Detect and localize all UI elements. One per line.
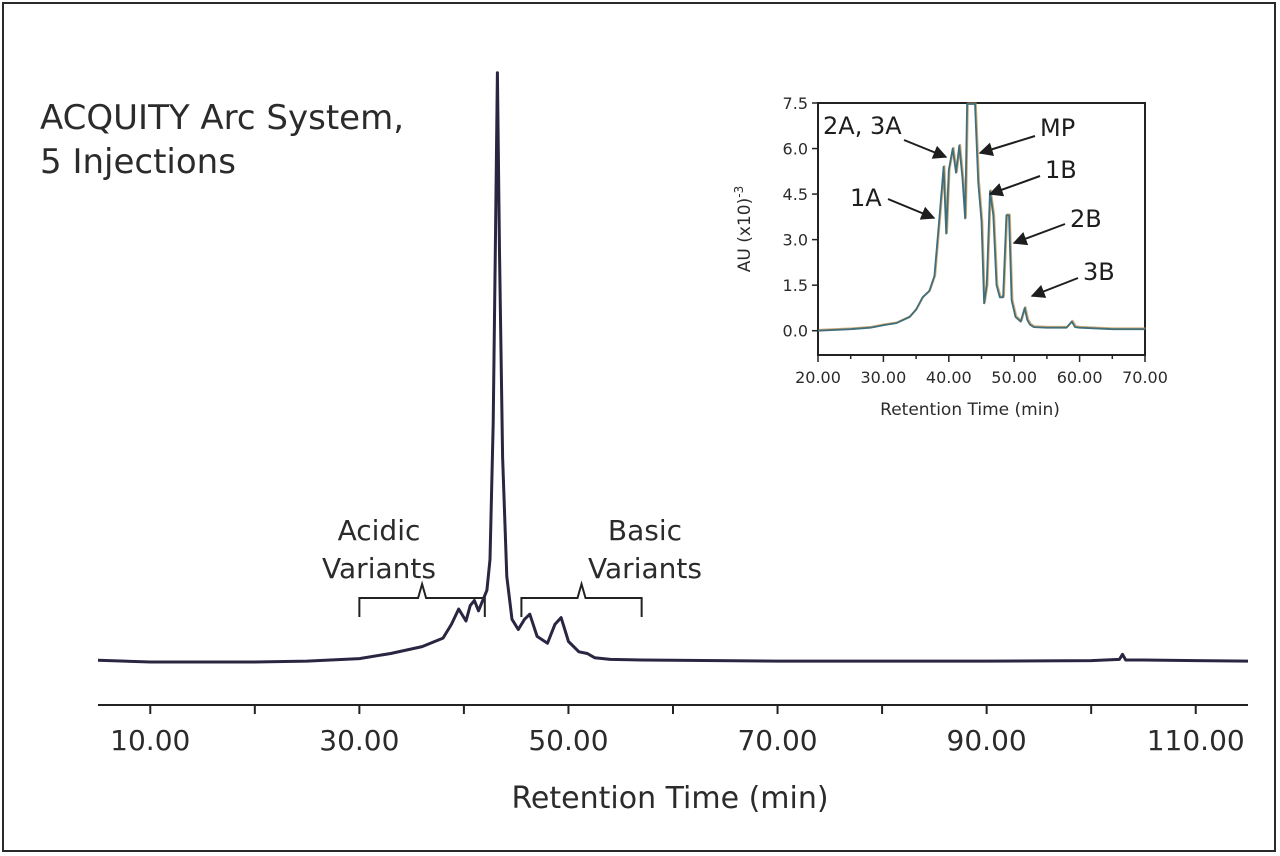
chart-title-line-1: ACQUITY Arc System,	[40, 98, 404, 138]
peak-arrow	[988, 175, 1041, 197]
main-x-tick-label: 30.00	[319, 724, 399, 757]
main-chart: 10.00 30.00 50.00 70.00 90.00 110.00 Retentio…	[97, 71, 1249, 816]
inset-chart: 20.00 30.00 40.00 50.00 60.00 70.00 0.0 1.5 3.0…	[732, 94, 1168, 420]
peak-arrow	[978, 135, 1036, 156]
inset-y-tick-label: 1.5	[783, 276, 808, 295]
peak-label: 1A	[850, 184, 882, 212]
main-series-line	[97, 71, 1249, 664]
inset-peak-annotations: 2A, 3A MP 1A 1B 2B 3B	[823, 112, 1115, 298]
inset-y-tick-label: 0.0	[783, 322, 808, 341]
inset-y-tick-label: 7.5	[783, 94, 808, 113]
variant-group-label: Variants	[322, 552, 436, 585]
inset-x-tick-label: 30.00	[860, 368, 906, 387]
variant-group-label: Variants	[588, 552, 702, 585]
inset-x-tick-label: 40.00	[926, 368, 972, 387]
inset-x-tick-label: 20.00	[795, 368, 841, 387]
peak-label: 2B	[1070, 205, 1102, 233]
main-x-tick-label: 110.00	[1147, 724, 1245, 757]
peak-label: 3B	[1083, 258, 1115, 286]
peak-arrow	[887, 198, 936, 220]
peak-label: 1B	[1045, 156, 1077, 184]
peak-arrow	[1012, 223, 1066, 246]
inset-y-tick-label: 4.5	[783, 185, 808, 204]
inset-y-ticks: 0.0 1.5 3.0 4.5 6.0 7.5	[783, 94, 818, 341]
main-x-tick-label: 50.00	[528, 724, 608, 757]
main-x-tick-label: 10.00	[110, 724, 190, 757]
inset-x-tick-label: 70.00	[1122, 368, 1168, 387]
main-x-ticks: 10.00 30.00 50.00 70.00 90.00 110.00	[110, 705, 1245, 757]
peak-arrow	[1030, 277, 1079, 298]
inset-y-axis-label-superscript: -3	[732, 186, 746, 198]
peak-label: 2A, 3A	[823, 112, 902, 140]
inset-x-tick-label: 60.00	[1057, 368, 1103, 387]
inset-x-ticks: 20.00 30.00 40.00 50.00 60.00 70.00	[795, 355, 1168, 387]
inset-series-line	[817, 103, 1145, 332]
variant-bracket	[520, 580, 643, 617]
inset-x-tick-label: 50.00	[991, 368, 1037, 387]
variant-group-label: Basic	[608, 514, 682, 547]
peak-label: MP	[1040, 114, 1075, 142]
main-x-tick-label: 90.00	[947, 724, 1027, 757]
inset-y-axis-label-base: AU (x10)	[735, 198, 755, 272]
inset-y-tick-label: 3.0	[783, 231, 808, 250]
peak-arrow	[903, 139, 948, 159]
variant-group-label: Acidic	[338, 514, 421, 547]
inset-y-tick-label: 6.0	[783, 140, 808, 159]
chart-title-line-2: 5 Injections	[40, 142, 236, 182]
variant-bracket	[358, 580, 486, 617]
main-variant-brackets: Acidic Variants Basic Variants	[322, 514, 702, 617]
main-x-tick-label: 70.00	[737, 724, 817, 757]
inset-y-axis-label: AU (x10)-3	[732, 186, 755, 272]
main-x-axis-label: Retention Time (min)	[511, 781, 828, 816]
inset-x-axis-label: Retention Time (min)	[880, 400, 1060, 420]
